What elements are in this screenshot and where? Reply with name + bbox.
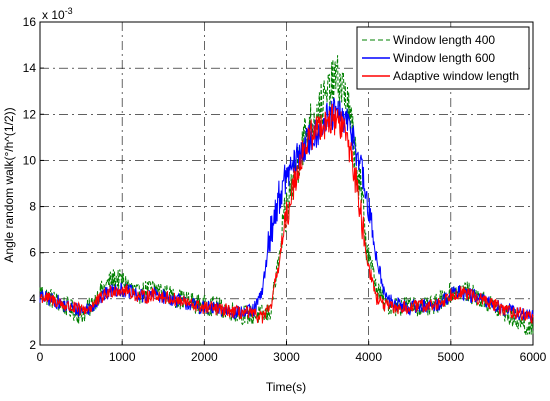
y-tick-labels: 2 4 6 8 10 12 14 16 <box>23 15 37 352</box>
x-tick-label: 5000 <box>437 350 464 364</box>
legend-label-3: Adaptive window length <box>393 69 519 83</box>
y-tick-label: 2 <box>29 338 36 352</box>
y-tick-label: 12 <box>23 107 37 121</box>
x-tick-label: 0 <box>37 350 44 364</box>
series-layer <box>39 55 534 336</box>
x-tick-label: 6000 <box>520 350 547 364</box>
y-tick-label: 16 <box>23 15 37 29</box>
y-tick-label: 6 <box>29 246 36 260</box>
y-tick-label: 10 <box>23 153 37 167</box>
y-tick-label: 14 <box>23 61 37 75</box>
y-exponent-label: x 10-3 <box>42 6 73 22</box>
x-tick-label: 1000 <box>109 350 136 364</box>
legend-label-2: Window length 600 <box>393 51 495 65</box>
legend: Window length 400 Window length 600 Adapti… <box>356 26 530 90</box>
x-tick-label: 4000 <box>355 350 382 364</box>
x-tick-labels: 0 1000 2000 3000 4000 5000 6000 <box>37 350 547 364</box>
legend-label-1: Window length 400 <box>393 33 495 47</box>
x-axis-label: Time(s) <box>266 380 306 394</box>
x-tick-label: 3000 <box>273 350 300 364</box>
series-line-3 <box>39 103 534 324</box>
x-tick-label: 2000 <box>191 350 218 364</box>
y-tick-label: 8 <box>29 200 36 214</box>
y-axis-label: Angle random walk(°/h^(1/2)) <box>2 107 16 262</box>
y-tick-label: 4 <box>29 292 36 306</box>
